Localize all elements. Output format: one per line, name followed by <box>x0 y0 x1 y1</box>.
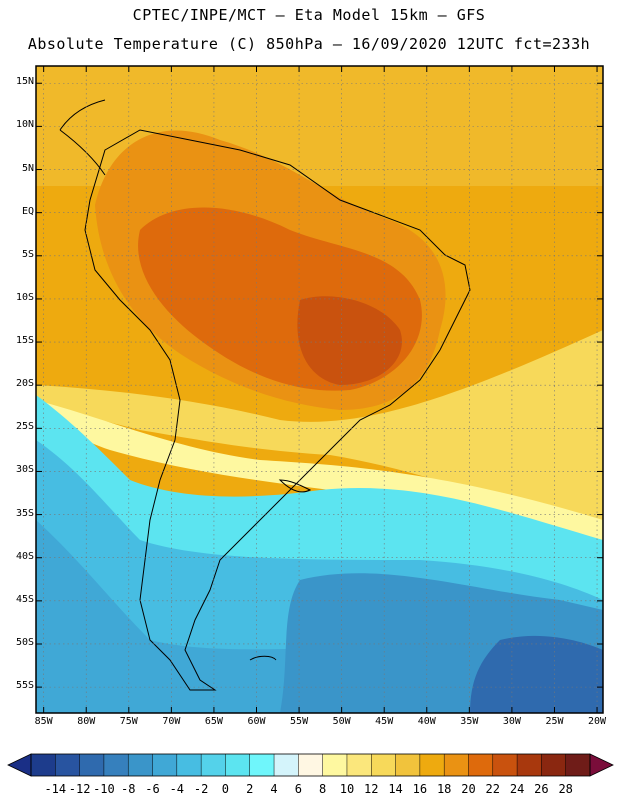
colorbar-label: -6 <box>145 782 160 796</box>
colorbar-label: 28 <box>558 782 573 796</box>
longitude-label: 45W <box>375 716 394 727</box>
latitude-label: 50S <box>15 636 34 648</box>
colorbar-label: 16 <box>412 782 428 796</box>
continent-outline <box>84 129 471 691</box>
latitude-label: 55S <box>15 680 34 692</box>
colorbar-label: 14 <box>388 782 403 796</box>
colorbar-swatch <box>346 754 372 776</box>
colorbar-label: 22 <box>485 782 500 796</box>
latitude-label: 35S <box>15 507 34 519</box>
latitude-label: 15N <box>15 76 34 88</box>
colorbar-label: 24 <box>509 782 525 796</box>
longitude-label: 65W <box>204 716 223 727</box>
colorbar-frame <box>30 753 591 777</box>
colorbar-swatch <box>249 754 275 776</box>
colorbar-swatch <box>322 754 348 776</box>
latitude-label: 5S <box>21 248 34 260</box>
colorbar-swatch <box>201 754 226 776</box>
colorbar-swatch <box>79 754 105 776</box>
longitude-label: 60W <box>247 716 266 727</box>
longitude-label: 40W <box>417 716 436 727</box>
lagoon-outline <box>278 479 312 493</box>
colorbar <box>7 753 614 777</box>
latitude-label: 10S <box>15 291 34 303</box>
colorbar-swatch <box>468 754 494 776</box>
latitude-label: 25S <box>15 421 34 433</box>
colorbar-swatch <box>444 754 469 776</box>
colorbar-swatch <box>541 754 566 776</box>
latitude-label: 45S <box>15 593 34 605</box>
map-frame <box>35 65 604 714</box>
longitude-label: 30W <box>502 716 521 727</box>
longitude-label: 50W <box>332 716 351 727</box>
colorbar-swatch <box>103 754 129 776</box>
colorbar-swatch <box>565 754 591 776</box>
chart-title-line1: CPTEC/INPE/MCT – Eta Model 15km – GFS <box>132 6 486 24</box>
falklands-outline <box>249 655 277 661</box>
colorbar-label: -10 <box>93 782 115 796</box>
colorbar-label: 10 <box>339 782 355 796</box>
colorbar-swatch <box>371 754 396 776</box>
colorbar-label: -8 <box>120 782 136 796</box>
colorbar-label: -14 <box>44 782 67 796</box>
longitude-label: 70W <box>162 716 181 727</box>
chart-title-line2: Absolute Temperature (C) 850hPa – 16/09/… <box>27 35 591 53</box>
field-pale-band <box>36 400 603 560</box>
colorbar-swatch <box>298 754 323 776</box>
colorbar-min-cap <box>7 753 32 777</box>
colorbar-label: 2 <box>246 782 254 796</box>
colorbar-label: 12 <box>364 782 379 796</box>
colorbar-label: 18 <box>436 782 452 796</box>
latitude-label: 40S <box>15 550 34 562</box>
colorbar-swatch <box>395 754 421 776</box>
colorbar-label: 4 <box>270 782 278 796</box>
colorbar-label: -2 <box>193 782 209 796</box>
latitude-label: EQ <box>21 205 34 217</box>
colorbar-swatch <box>128 754 153 776</box>
longitude-label: 35W <box>460 716 479 727</box>
colorbar-swatch <box>31 754 56 776</box>
colorbar-swatch <box>225 754 251 776</box>
latitude-label: 15S <box>15 335 34 347</box>
graticule <box>36 66 603 713</box>
field-hottest-core <box>297 296 402 385</box>
longitude-label: 25W <box>545 716 564 727</box>
latitude-label: 5N <box>21 162 34 174</box>
colorbar-label: -4 <box>169 782 185 796</box>
latitude-label: 20S <box>15 378 34 390</box>
colorbar-label: -12 <box>68 782 91 796</box>
colorbar-label: 0 <box>221 782 230 796</box>
colorbar-swatch <box>419 754 445 776</box>
longitude-label: 85W <box>34 716 53 727</box>
longitude-label: 55W <box>290 716 309 727</box>
colorbar-label: 20 <box>461 782 476 796</box>
colorbar-max-cap <box>589 753 614 777</box>
colorbar-label: 6 <box>294 782 302 796</box>
colorbar-swatch <box>55 754 80 776</box>
colorbar-label: 8 <box>319 782 327 796</box>
latitude-label: 10N <box>15 119 34 131</box>
longitude-label: 20W <box>588 716 607 727</box>
colorbar-swatch <box>517 754 542 776</box>
axis-ticks <box>36 66 603 713</box>
temperature-field <box>36 66 603 713</box>
latitude-label: 30S <box>15 464 34 476</box>
colorbar-label: 26 <box>534 782 549 796</box>
colorbar-swatch <box>274 754 299 776</box>
colorbar-swatch <box>176 754 202 776</box>
colorbar-swatch <box>492 754 518 776</box>
longitude-label: 75W <box>119 716 138 727</box>
longitude-label: 80W <box>77 716 96 727</box>
colorbar-swatch <box>152 754 178 776</box>
field-coldest-pool <box>470 635 603 713</box>
